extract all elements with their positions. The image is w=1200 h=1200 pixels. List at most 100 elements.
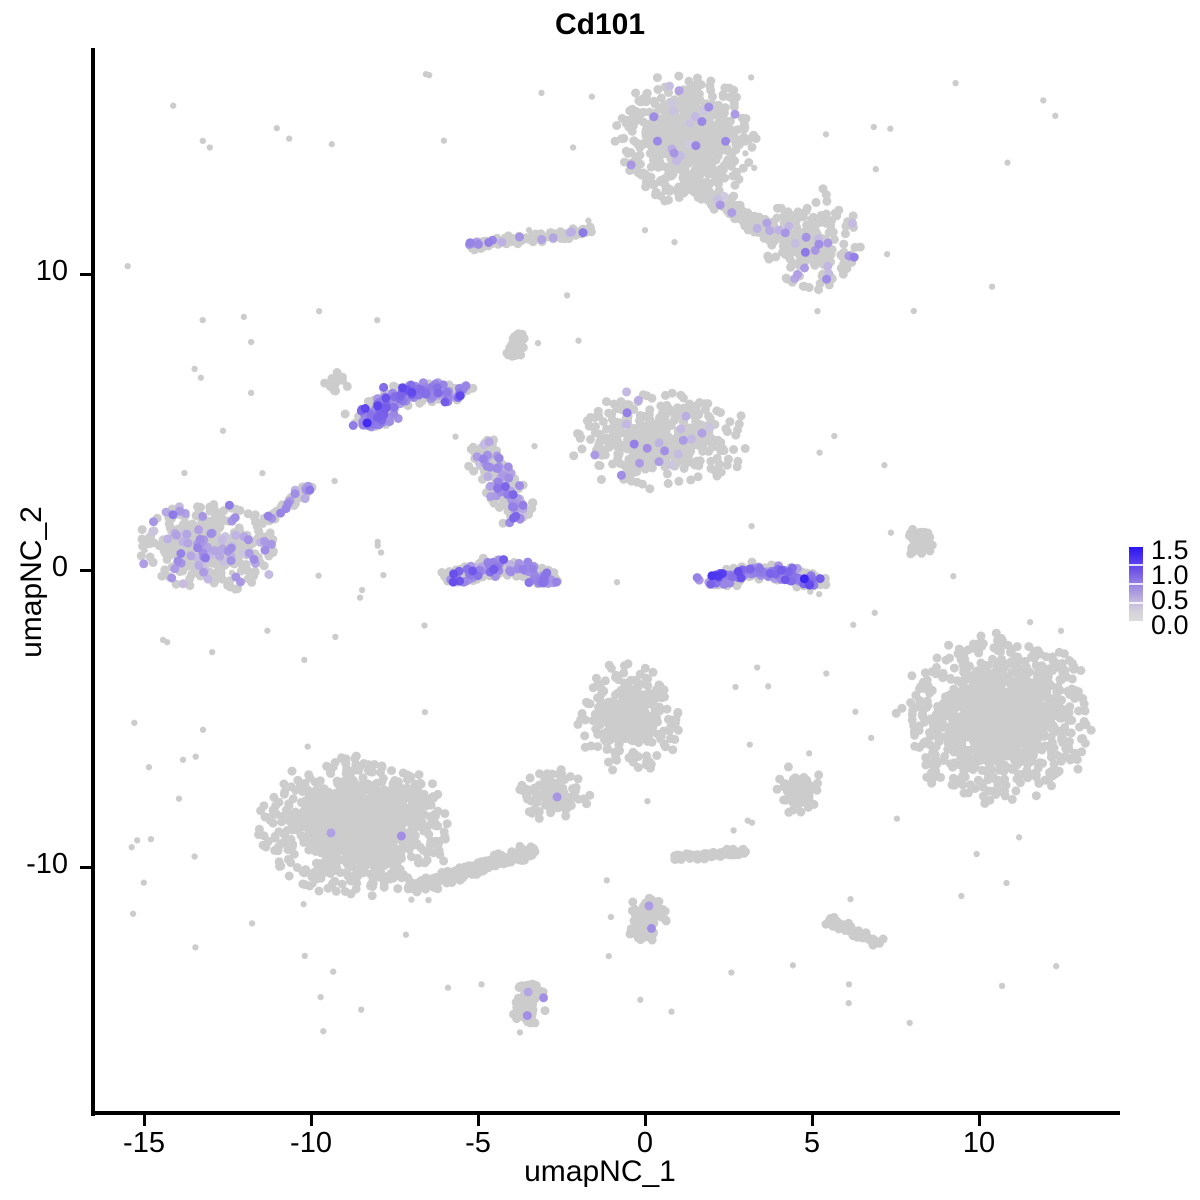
scatter-point [373,785,383,795]
scatter-point [528,498,538,508]
scatter-point [1057,704,1067,714]
scatter-point [210,539,220,549]
scatter-point [1045,773,1055,783]
scatter-point [396,849,406,859]
scatter-point [716,408,725,418]
scatter-point [638,140,647,150]
scatter-point [1057,726,1067,736]
scatter-point [376,799,386,809]
scatter-point [727,193,737,203]
scatter-point [678,104,688,114]
scatter-point [171,579,181,589]
scatter-point [729,445,739,454]
scatter-point [610,136,620,146]
scatter-point [949,723,959,733]
scatter-point [739,119,749,129]
scatter-point [311,833,321,843]
scatter-point [970,732,980,742]
scatter-point [1040,718,1050,728]
scatter-point [586,435,595,444]
scatter-point [914,742,924,752]
scatter-point [906,698,916,708]
scatter-point [919,677,928,687]
scatter-point [380,808,390,818]
scatter-point [217,514,227,524]
scatter-point [660,390,670,400]
scatter-point [211,575,220,585]
scatter-point [326,854,336,864]
scatter-point [734,419,744,429]
scatter-point [625,463,634,473]
scatter-point [640,169,650,179]
scatter-point [243,566,253,576]
scatter-point [939,755,949,765]
scatter-point [631,88,641,98]
scatter-point [725,417,735,427]
scatter-point [314,886,324,896]
scatter-point [644,140,654,149]
scatter-point [996,665,1006,675]
scatter-point [641,177,651,187]
scatter-point [983,667,993,677]
scatter-point [1064,715,1074,725]
scatter-point [672,406,682,416]
scatter-point [651,156,660,166]
scatter-point [632,428,642,438]
scatter-point [268,548,278,557]
scatter-point [185,574,195,584]
scatter-point [706,85,716,95]
scatter-point [666,131,676,140]
scatter-point [686,475,696,485]
scatter-point [932,653,942,663]
scatter-point [614,428,624,438]
scatter-point [660,110,670,120]
scatter-point [347,851,357,860]
scatter-point [734,174,744,184]
scatter-point [254,824,264,834]
scatter-point [334,789,344,799]
scatter-point [744,158,754,167]
scatter-point [1008,734,1018,744]
scatter-point [1033,741,1043,751]
scatter-point [923,701,933,710]
scatter-point [729,102,739,112]
scatter-point [577,444,587,454]
scatter-point [377,761,387,771]
scatter-point [656,128,666,138]
scatter-point [1012,774,1022,784]
scatter-point [236,566,246,576]
scatter-point [939,711,949,721]
scatter-point [440,809,450,819]
scatter-point [1020,656,1030,666]
scatter-point [1007,702,1017,712]
scatter-point [1025,667,1035,677]
scatter-point [270,845,280,855]
scatter-point [661,422,671,432]
scatter-point [988,654,997,664]
scatter-point [498,518,508,528]
scatter-point [686,180,696,190]
scatter-point [725,92,735,102]
scatter-point [991,789,1001,799]
scatter-point [647,463,657,473]
scatter-point [1032,702,1042,712]
scatter-point [996,647,1005,657]
scatter-point [363,835,372,845]
scatter-point [243,509,253,519]
scatter-point [908,705,918,715]
scatter-point [653,85,663,94]
scatter-point [154,541,164,551]
scatter-point [1033,669,1043,679]
scatter-point [706,456,716,466]
scatter-point [1000,786,1010,796]
scatter-point [303,800,313,810]
scatter-point [332,798,342,808]
scatter-point [714,179,723,189]
scatter-point [393,884,403,894]
scatter-point [686,446,696,456]
scatter-point [718,92,728,101]
scatter-point [986,756,996,766]
scatter-point [634,168,643,178]
scatter-point [659,149,669,159]
scatter-point [406,852,416,862]
